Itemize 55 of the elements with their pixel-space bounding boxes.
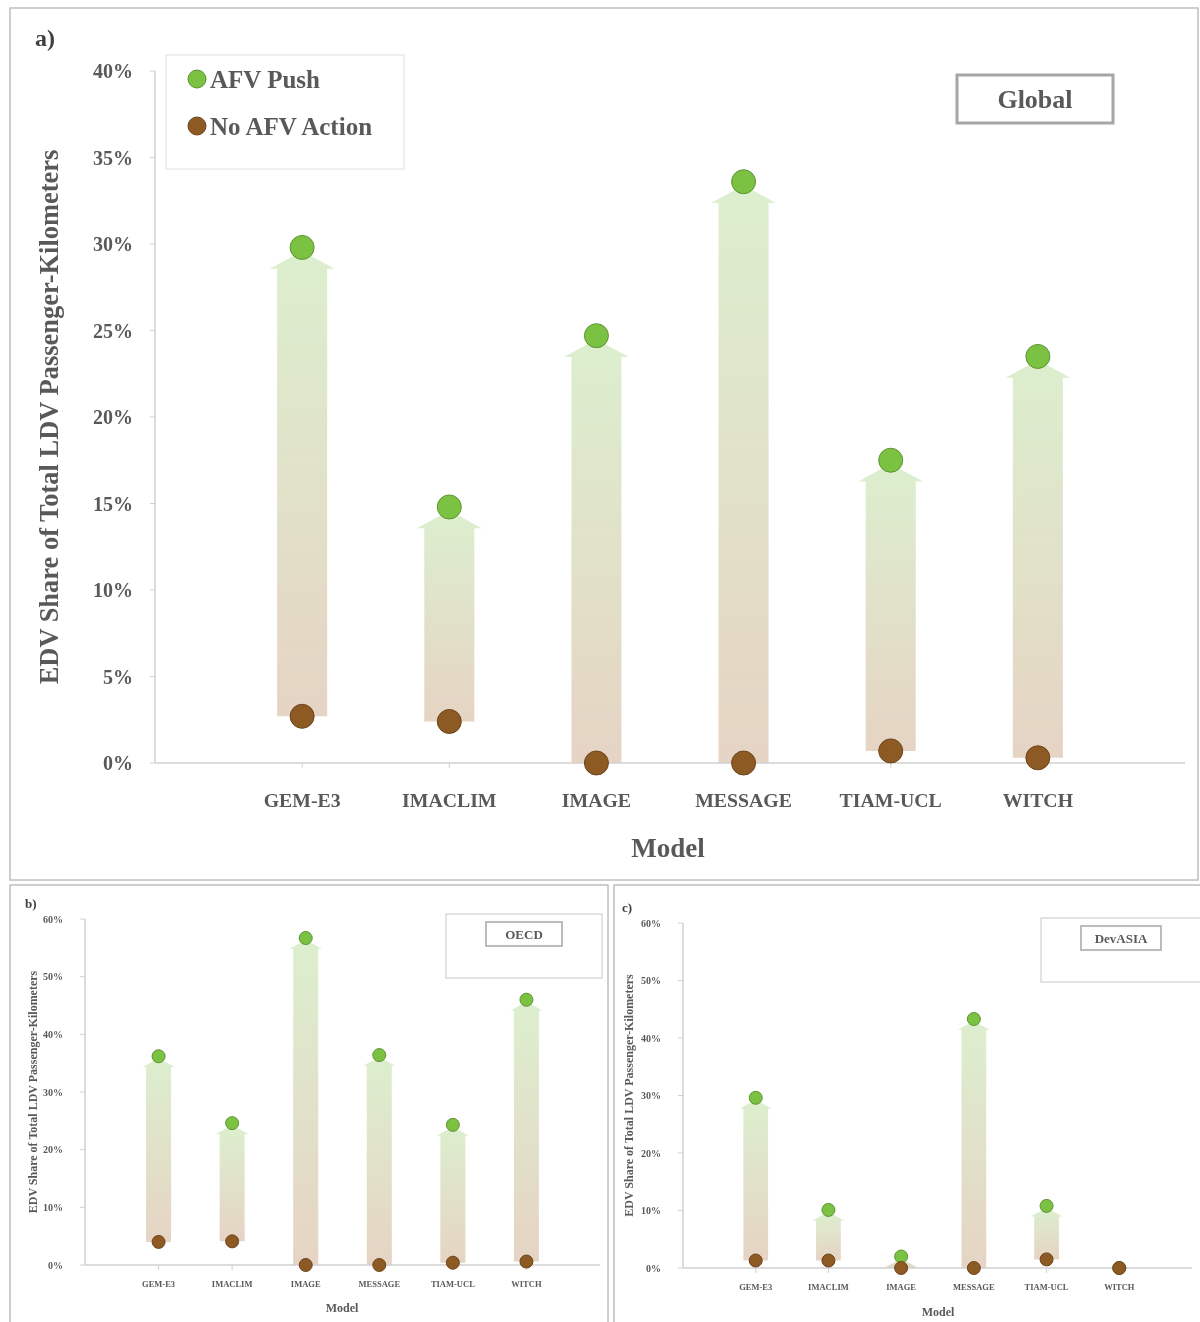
y-tick-label: 40% bbox=[43, 1028, 63, 1040]
text: Global bbox=[997, 85, 1073, 115]
y-tick-label: 60% bbox=[641, 917, 661, 929]
y-tick-label: 60% bbox=[43, 913, 63, 925]
x-tick-label: IMAGE bbox=[290, 1279, 321, 1289]
legend-label: No AFV Action bbox=[210, 112, 373, 140]
x-tick-label: MESSAGE bbox=[953, 1282, 995, 1292]
x-tick-label: IMAGE bbox=[886, 1282, 917, 1292]
x-tick-label: TIAM-UCL bbox=[1024, 1282, 1069, 1292]
text: OECD bbox=[505, 926, 543, 942]
x-tick-label: TIAM-UCL bbox=[430, 1279, 476, 1289]
y-tick-label: 40% bbox=[641, 1032, 661, 1044]
x-tick-label: IMAGE bbox=[561, 789, 632, 811]
y-axis-title: EDV Share of Total LDV Passenger-Kilometers bbox=[622, 973, 636, 1217]
y-tick-label: 10% bbox=[93, 579, 133, 601]
text: DevASIA bbox=[1094, 930, 1148, 946]
y-tick-label: 0% bbox=[646, 1262, 661, 1274]
x-tick-label: MESSAGE bbox=[695, 789, 792, 811]
x-tick-label: IMACLIM bbox=[211, 1279, 253, 1289]
y-tick-label: 20% bbox=[43, 1144, 63, 1156]
y-tick-label: 0% bbox=[103, 752, 133, 774]
y-tick-label: 5% bbox=[103, 665, 133, 688]
y-tick-label: 50% bbox=[43, 971, 63, 983]
y-tick-label: 30% bbox=[641, 1090, 661, 1101]
x-tick-label: WITCH bbox=[1002, 789, 1074, 811]
y-tick-label: 10% bbox=[641, 1205, 661, 1216]
y-tick-label: 25% bbox=[93, 319, 133, 342]
x-tick-label: GEM-E3 bbox=[739, 1282, 773, 1292]
y-tick-label: 35% bbox=[93, 146, 133, 169]
y-tick-label: 15% bbox=[93, 492, 133, 515]
y-tick-label: 0% bbox=[48, 1259, 63, 1271]
y-tick-label: 20% bbox=[641, 1147, 661, 1159]
x-tick-label: TIAM-UCL bbox=[839, 789, 942, 811]
x-axis-title: Model bbox=[325, 1301, 359, 1315]
x-axis-title: Model bbox=[921, 1305, 955, 1319]
text: a) bbox=[35, 25, 55, 51]
x-tick-label: MESSAGE bbox=[358, 1279, 401, 1289]
x-tick-label: WITCH bbox=[1104, 1282, 1135, 1292]
x-tick-label: WITCH bbox=[511, 1279, 542, 1289]
x-tick-label: GEM-E3 bbox=[142, 1279, 176, 1289]
x-axis-title: Model bbox=[631, 833, 706, 863]
y-tick-label: 10% bbox=[43, 1201, 63, 1213]
text: b) bbox=[25, 896, 37, 911]
x-tick-label: GEM-E3 bbox=[263, 789, 341, 811]
y-tick-label: 40% bbox=[93, 60, 133, 82]
x-tick-label: IMACLIM bbox=[402, 789, 497, 811]
y-axis-title: EDV Share of Total LDV Passenger-Kilometers bbox=[34, 149, 64, 685]
y-tick-label: 20% bbox=[93, 406, 133, 428]
y-tick-label: 30% bbox=[43, 1086, 63, 1098]
x-tick-label: IMACLIM bbox=[808, 1282, 849, 1292]
y-tick-label: 30% bbox=[93, 233, 133, 255]
y-tick-label: 50% bbox=[641, 975, 661, 986]
legend-label: AFV Push bbox=[210, 65, 321, 93]
text: c) bbox=[622, 900, 633, 915]
y-axis-title: EDV Share of Total LDV Passenger-Kilometers bbox=[26, 970, 40, 1214]
